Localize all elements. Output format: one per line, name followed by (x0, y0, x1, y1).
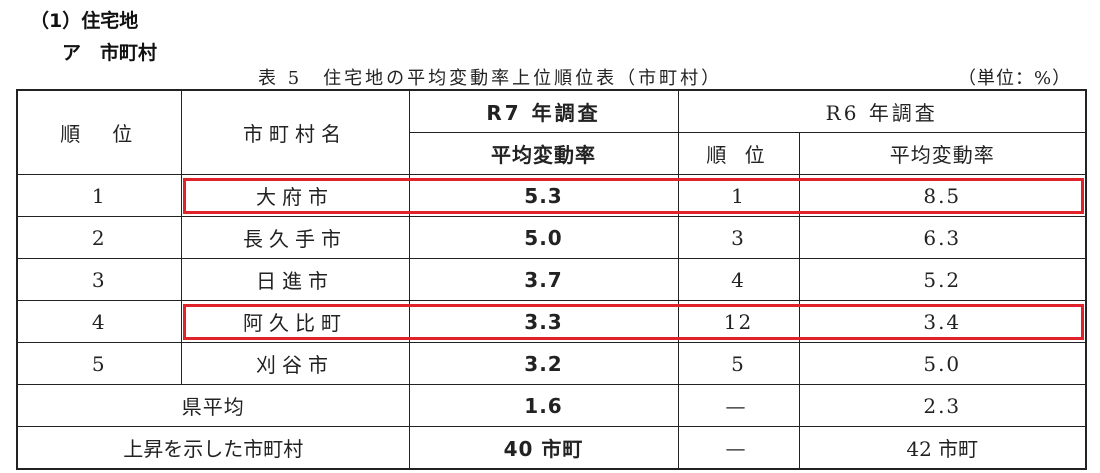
table-row: 1 大府市 5.3 1 8.5 (16, 174, 1087, 217)
avg-r7-rate: 1.6 (408, 384, 679, 427)
avg-r6-rate: 2.3 (798, 384, 1087, 427)
header-rank: 順 位 (16, 89, 182, 175)
r6-rank-cell: 1 (677, 174, 800, 217)
name-cell: 大府市 (180, 174, 410, 217)
r6-rate-cell: 5.0 (798, 342, 1087, 385)
r6-rank-cell: 4 (677, 258, 800, 301)
rank-cell: 3 (16, 258, 182, 301)
avg-r6-rank: — (677, 384, 800, 427)
avg-label: 県平均 (16, 384, 410, 427)
subheader-row: 平均変動率 順 位 平均変動率 (17, 132, 1087, 175)
table-row: 3 日進市 3.7 4 5.2 (16, 258, 1087, 301)
unit-label: （単位：%） (958, 68, 1072, 89)
average-row: 県平均 1.6 — 2.3 (16, 384, 1087, 427)
r6-rate-cell: 3.4 (798, 300, 1087, 343)
r7-rate-cell: 3.3 (408, 300, 679, 343)
r6-rank-cell: 3 (677, 216, 800, 259)
ranking-table: 順 位 市町村名 R7 年調査 R6 年調査 平均変動率 順 位 平均変動率 1… (16, 89, 1087, 470)
name-cell: 刈谷市 (180, 342, 410, 385)
header-name: 市町村名 (180, 89, 410, 175)
rank-cell: 4 (16, 300, 182, 343)
rank-cell: 5 (16, 342, 182, 385)
r6-rate-cell: 6.3 (798, 216, 1087, 259)
r6-rank-cell: 12 (677, 300, 800, 343)
r6-rate-cell: 8.5 (798, 174, 1087, 217)
header-r6: R6 年調査 (677, 89, 1087, 133)
header-r6-rate: 平均変動率 (798, 132, 1087, 175)
r7-rate-cell: 3.2 (408, 342, 679, 385)
table-row: 2 長久手市 5.0 3 6.3 (16, 216, 1087, 259)
header-r6-rank: 順 位 (677, 132, 800, 175)
table-row: 4 阿久比町 3.3 12 3.4 (16, 300, 1087, 343)
table-row: 5 刈谷市 3.2 5 5.0 (16, 342, 1087, 385)
subsection-heading: ア 市町村 (62, 42, 158, 64)
rise-r6-rank: — (677, 426, 800, 470)
r6-rate-cell: 5.2 (798, 258, 1087, 301)
rise-r6: 42 市町 (798, 426, 1087, 470)
rank-cell: 1 (16, 174, 182, 217)
header-r7: R7 年調査 (408, 89, 679, 133)
rank-cell: 2 (16, 216, 182, 259)
r7-rate-cell: 5.0 (408, 216, 679, 259)
header-row: 順 位 市町村名 R7 年調査 R6 年調査 (16, 89, 1087, 175)
r6-rank-cell: 5 (677, 342, 800, 385)
name-cell: 阿久比町 (180, 300, 410, 343)
rise-r7: 40 市町 (408, 426, 679, 470)
r7-rate-cell: 3.7 (408, 258, 679, 301)
table-caption: 表 5 住宅地の平均変動率上位順位表（市町村） (258, 68, 723, 89)
name-cell: 長久手市 (180, 216, 410, 259)
name-cell: 日進市 (180, 258, 410, 301)
header-r7-rate: 平均変動率 (408, 132, 679, 175)
r7-rate-cell: 5.3 (408, 174, 679, 217)
rise-label: 上昇を示した市町村 (16, 426, 410, 470)
section-heading: （1）住宅地 (30, 10, 139, 32)
rise-row: 上昇を示した市町村 40 市町 — 42 市町 (16, 426, 1087, 470)
